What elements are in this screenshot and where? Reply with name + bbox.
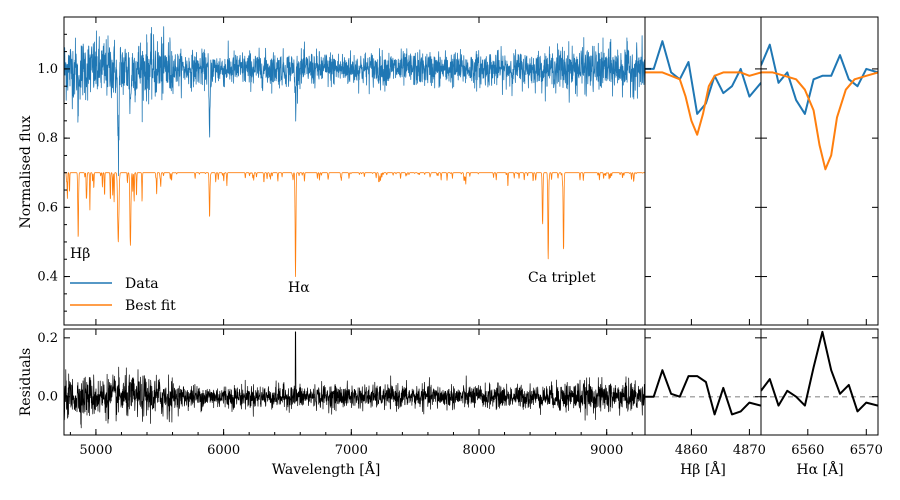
legend-label-data: Data bbox=[125, 276, 159, 292]
series-residuals-line-hares bbox=[761, 330, 878, 413]
series-data-line-hb bbox=[645, 40, 761, 115]
x-tick-label-hbres: 4870 bbox=[733, 443, 766, 458]
y-tick-label-flux: 0.6 bbox=[37, 200, 58, 215]
halpha-panel-frame bbox=[760, 16, 879, 326]
x-axis-label-hbeta: Hβ [Å] bbox=[680, 460, 726, 478]
y-tick-label-flux: 1.0 bbox=[37, 62, 58, 77]
series-fit-line bbox=[64, 172, 645, 278]
halpha-residuals-frame bbox=[760, 328, 879, 436]
y-tick-label-residuals: 0.2 bbox=[37, 331, 58, 346]
x-tick-label-wavelength: 8000 bbox=[462, 443, 495, 458]
x-tick-label-hares: 6560 bbox=[791, 443, 824, 458]
legend-label-fit: Best fit bbox=[125, 298, 176, 314]
y-axis-label-flux: Normalised flux bbox=[18, 115, 34, 228]
series-residuals-line bbox=[64, 331, 645, 429]
series-data-line bbox=[64, 26, 645, 177]
x-tick-label-wavelength: 7000 bbox=[335, 443, 368, 458]
x-axis-label-halpha: Hα [Å] bbox=[796, 460, 843, 478]
hbeta-residuals-frame bbox=[644, 328, 762, 436]
series-fit-line-ha bbox=[761, 71, 878, 171]
y-tick-label-residuals: 0.0 bbox=[37, 390, 58, 405]
y-tick-label-flux: 0.8 bbox=[37, 131, 58, 146]
series-residuals-line-hbres bbox=[645, 369, 761, 416]
annotation-ca-triplet: Ca triplet bbox=[528, 270, 596, 286]
series-fit-line-hb bbox=[645, 71, 761, 136]
x-tick-label-hares: 6570 bbox=[850, 443, 883, 458]
series-data-line-ha bbox=[761, 43, 878, 115]
hbeta-panel-frame bbox=[644, 16, 762, 326]
annotation-hbeta: Hβ bbox=[70, 246, 90, 262]
y-axis-label-residuals: Residuals bbox=[18, 348, 34, 416]
residuals-panel-frame bbox=[63, 328, 646, 436]
x-tick-label-wavelength: 5000 bbox=[79, 443, 112, 458]
x-axis-label-wavelength: Wavelength [Å] bbox=[272, 460, 381, 478]
x-tick-label-wavelength: 6000 bbox=[207, 443, 240, 458]
annotation-halpha: Hα bbox=[288, 280, 310, 296]
x-tick-label-wavelength: 9000 bbox=[590, 443, 623, 458]
y-tick-label-flux: 0.4 bbox=[37, 270, 58, 285]
x-tick-label-hbres: 4860 bbox=[675, 443, 708, 458]
